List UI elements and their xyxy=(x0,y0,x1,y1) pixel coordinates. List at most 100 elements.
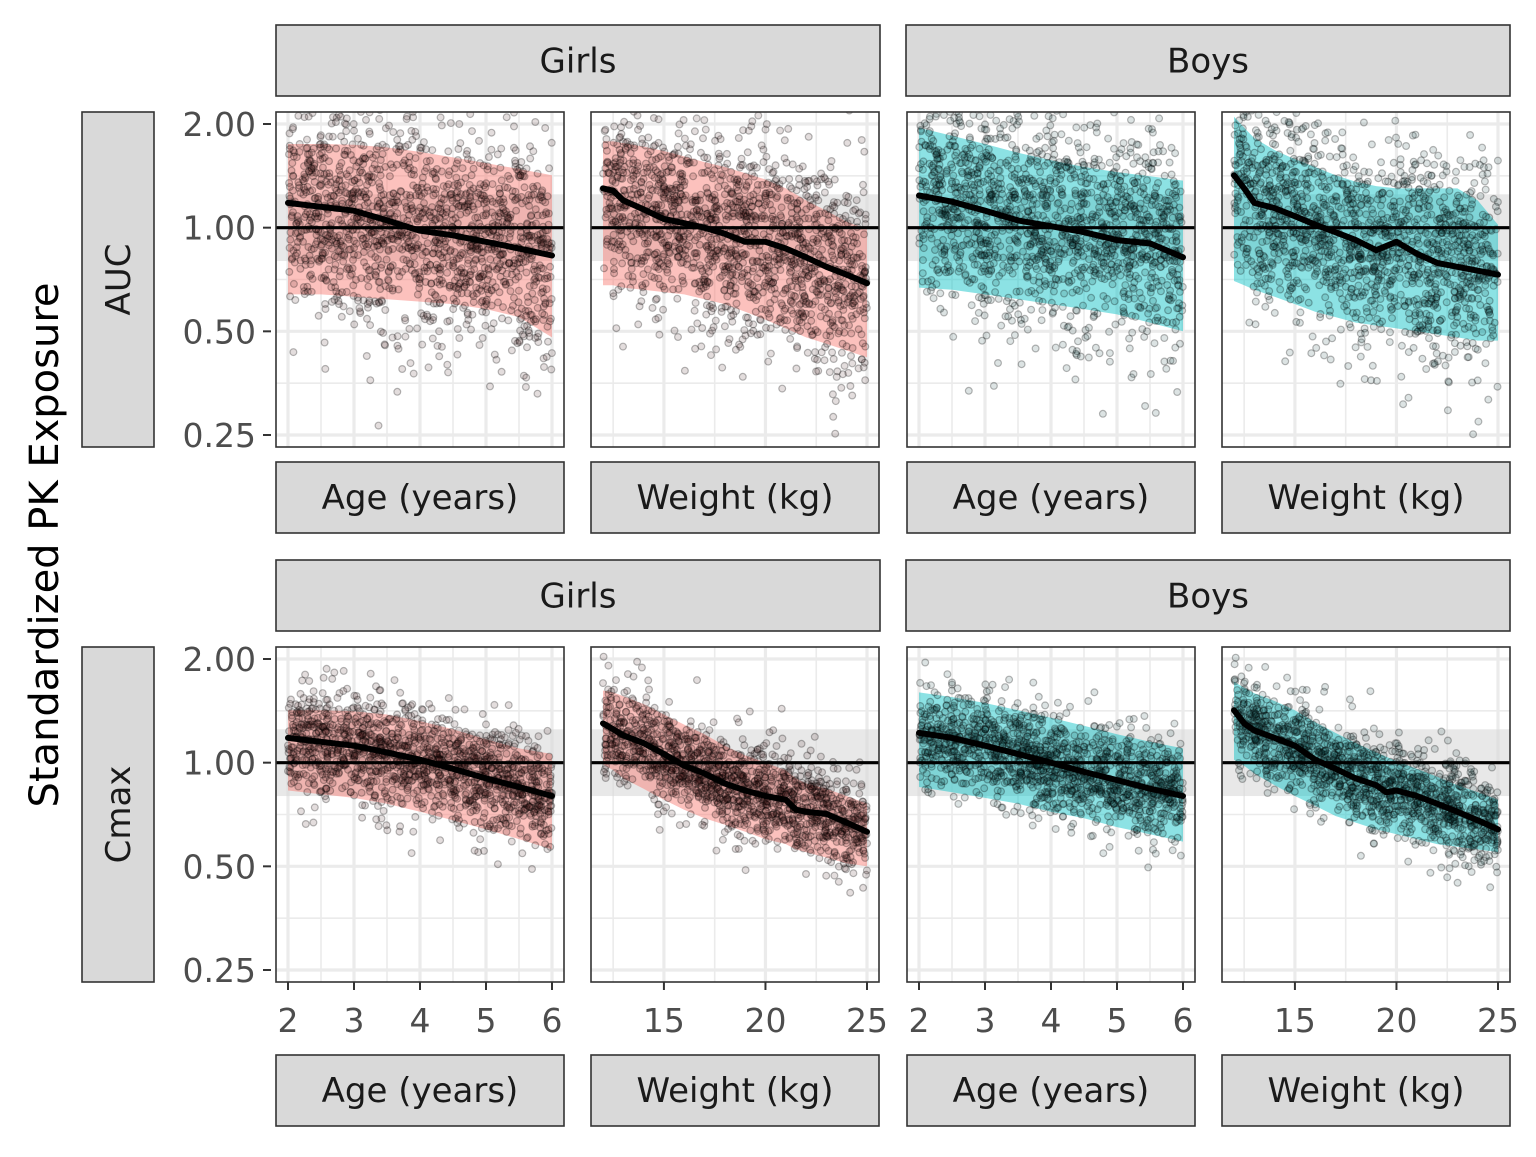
data-point xyxy=(289,160,296,167)
data-point xyxy=(787,183,794,190)
data-point xyxy=(1243,202,1250,209)
data-point xyxy=(301,255,308,262)
data-point xyxy=(724,293,731,300)
data-point xyxy=(660,306,667,313)
data-point xyxy=(790,310,797,317)
data-point xyxy=(500,278,507,285)
data-point xyxy=(784,317,791,324)
data-point xyxy=(1137,305,1144,312)
data-point xyxy=(769,213,776,220)
data-point xyxy=(1463,191,1470,198)
data-point xyxy=(338,217,345,224)
data-point xyxy=(407,360,414,367)
data-point xyxy=(368,250,375,257)
data-point xyxy=(1482,360,1489,367)
data-point xyxy=(797,260,804,267)
panel-auc-boys-age xyxy=(907,107,1195,447)
data-point xyxy=(338,160,345,167)
data-point xyxy=(431,239,438,246)
data-point xyxy=(619,260,626,267)
data-point xyxy=(1419,355,1426,362)
data-point xyxy=(430,314,437,321)
data-point xyxy=(706,280,713,287)
data-point xyxy=(962,146,969,153)
data-point xyxy=(1036,279,1043,286)
data-point xyxy=(633,231,640,238)
data-point xyxy=(332,284,339,291)
data-point xyxy=(469,128,476,135)
data-point xyxy=(675,150,682,157)
data-point xyxy=(1161,335,1168,342)
data-point xyxy=(468,326,475,333)
data-point xyxy=(476,342,483,349)
data-point xyxy=(486,154,493,161)
data-point xyxy=(743,182,750,189)
data-point xyxy=(534,170,541,177)
data-point xyxy=(402,157,409,164)
data-point xyxy=(735,135,742,142)
data-point xyxy=(1142,269,1149,276)
data-point xyxy=(1105,135,1112,142)
data-point xyxy=(679,278,686,285)
data-point xyxy=(445,172,452,179)
data-point xyxy=(611,123,618,130)
data-point xyxy=(458,191,465,198)
data-point xyxy=(511,123,518,130)
data-point xyxy=(1073,124,1080,131)
data-point xyxy=(517,265,524,272)
data-point xyxy=(490,320,497,327)
data-point xyxy=(1078,208,1085,215)
data-point xyxy=(1085,354,1092,361)
data-point xyxy=(919,278,926,285)
data-point xyxy=(765,257,772,264)
data-point xyxy=(663,169,670,176)
data-point xyxy=(722,323,729,330)
data-point xyxy=(1108,250,1115,257)
data-point xyxy=(394,388,401,395)
data-point xyxy=(1012,332,1019,339)
data-point xyxy=(438,277,445,284)
data-point xyxy=(349,141,356,148)
data-point xyxy=(390,190,397,197)
data-point xyxy=(513,207,520,214)
data-point xyxy=(691,159,698,166)
data-point xyxy=(415,188,422,195)
data-point xyxy=(778,214,785,221)
data-point xyxy=(304,136,311,143)
data-point xyxy=(754,331,761,338)
data-point xyxy=(933,182,940,189)
data-point xyxy=(1004,264,1011,271)
data-point xyxy=(1122,169,1129,176)
data-point xyxy=(1169,319,1176,326)
data-point xyxy=(834,368,841,375)
data-point xyxy=(929,172,936,179)
data-point xyxy=(1133,141,1140,148)
data-point xyxy=(1031,112,1038,119)
data-point xyxy=(734,198,741,205)
data-point xyxy=(1144,197,1151,204)
data-point xyxy=(346,308,353,315)
data-point xyxy=(1009,270,1016,277)
data-point xyxy=(504,212,511,219)
data-point xyxy=(935,166,942,173)
data-point xyxy=(1058,172,1065,179)
data-point xyxy=(287,184,294,191)
data-point xyxy=(992,246,999,253)
data-point xyxy=(1044,133,1051,140)
data-point xyxy=(849,345,856,352)
data-point xyxy=(1030,197,1037,204)
data-point xyxy=(948,232,955,239)
data-point xyxy=(839,349,846,356)
data-point xyxy=(438,122,445,129)
data-point xyxy=(1117,178,1124,185)
data-point xyxy=(771,296,778,303)
data-point xyxy=(671,196,678,203)
data-point xyxy=(812,349,819,356)
data-point xyxy=(730,311,737,318)
data-point xyxy=(777,127,784,134)
data-point xyxy=(648,172,655,179)
data-point xyxy=(630,160,637,167)
data-point xyxy=(425,364,432,371)
data-point xyxy=(857,307,864,314)
data-point xyxy=(1173,231,1180,238)
